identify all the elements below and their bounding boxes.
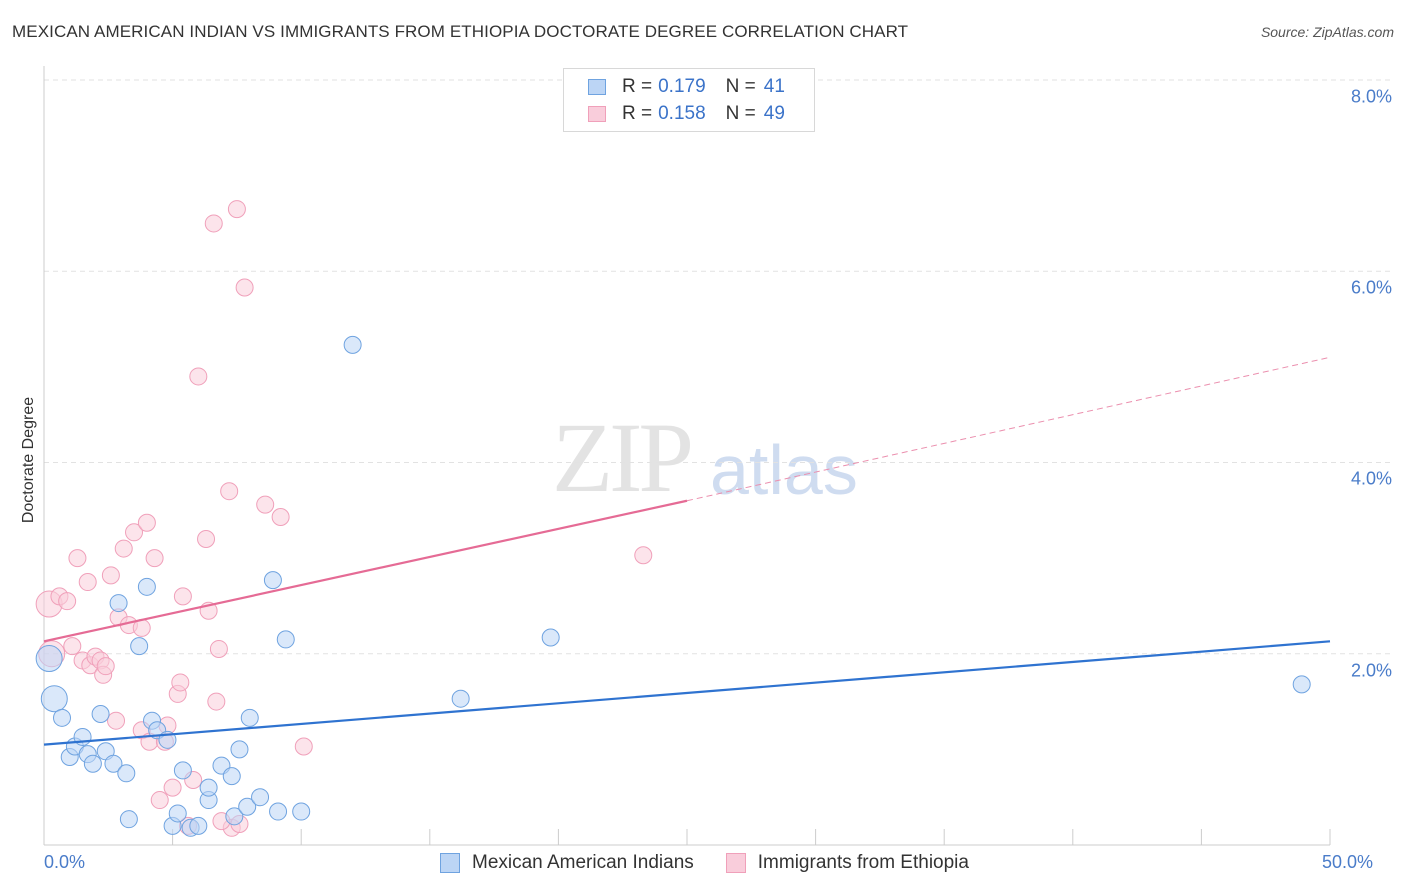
legend-item-mexican-american-indians[interactable]: Mexican American Indians [440,852,694,874]
legend-n-label: N = [725,76,756,97]
data-point [294,737,313,756]
data-point [91,704,110,723]
data-point [207,692,226,711]
data-point [271,508,290,527]
series-legend: Mexican American Indians Immigrants from… [440,852,1001,874]
data-point [197,530,216,548]
legend-row-series2: R = 0.158 N = 49 [588,102,785,126]
data-point [238,797,257,816]
data-point [451,689,470,708]
legend-label: Mexican American Indians [472,852,694,873]
legend-swatch-pink [588,106,606,122]
data-point [269,802,288,821]
legend-n-value: 49 [763,103,785,124]
data-point [251,788,270,807]
data-point [541,628,560,647]
data-point [40,685,68,713]
legend-label: Immigrants from Ethiopia [757,852,969,873]
x-tick-max: 50.0% [1322,852,1374,872]
legend-r-label: R = [622,76,653,97]
data-point [171,673,190,692]
data-point [63,637,82,656]
data-point [117,764,136,783]
y-tick-2: 2.0% [1350,660,1392,681]
trendline-pink [43,499,688,643]
y-tick-4: 4.0% [1350,468,1392,489]
data-point [209,639,228,658]
data-point [163,778,182,797]
legend-r-value: 0.158 [658,103,706,124]
chart-title: MEXICAN AMERICAN INDIAN VS IMMIGRANTS FR… [12,22,909,41]
data-point [150,791,169,810]
data-point [130,637,149,656]
legend-swatch-pink [725,853,746,873]
correlation-legend: R = 0.179 N = 41 R = 0.158 N = 49 [563,68,815,132]
data-point [292,802,311,821]
legend-item-immigrants-from-ethiopia[interactable]: Immigrants from Ethiopia [725,852,969,874]
legend-row-series1: R = 0.179 N = 41 [588,75,785,99]
data-point [189,367,208,386]
data-point [230,740,249,759]
data-point [58,592,77,611]
data-point [1292,675,1311,694]
data-point [343,335,362,354]
watermark-atlas: atlas [710,431,858,509]
data-point [137,513,156,532]
trendline-pink-extension [686,356,1331,502]
trendline-blue [43,640,1331,746]
data-point [199,778,218,797]
legend-r-value: 0.179 [658,76,706,97]
data-point [227,200,246,219]
legend-swatch-blue [440,853,460,873]
data-point [168,804,187,823]
data-point [119,810,138,829]
legend-n-value: 41 [763,76,785,97]
data-point [137,577,156,596]
data-point [53,708,72,727]
data-point [78,573,97,592]
y-tick-8: 8.0% [1350,86,1392,107]
data-point [173,761,192,780]
data-point [225,807,244,826]
data-point [125,523,144,542]
data-point [96,657,115,676]
data-point [107,711,126,730]
data-point [256,495,275,514]
data-point [240,708,259,727]
data-point [104,754,123,773]
y-axis-label: Doctorate Degree [20,396,37,524]
data-point [145,549,164,568]
data-point [204,214,223,233]
data-point [220,482,239,501]
data-point [173,587,192,606]
data-point [114,539,133,558]
source-label: Source: ZipAtlas.com [1260,24,1394,40]
data-point [222,767,241,786]
y-tick-6: 6.0% [1350,277,1392,298]
watermark-zip: ZIP [552,402,694,513]
data-point [83,754,102,773]
legend-r-label: R = [622,103,653,124]
data-point [101,566,120,585]
data-point [235,278,254,297]
data-point [263,571,282,590]
data-point [189,816,208,835]
data-point [35,645,63,673]
data-point [634,546,653,565]
legend-n-label: N = [725,103,756,124]
legend-swatch-blue [588,79,606,95]
data-point [68,549,87,568]
x-tick-min: 0.0% [44,852,86,872]
data-point [276,630,295,649]
data-point [109,594,128,613]
